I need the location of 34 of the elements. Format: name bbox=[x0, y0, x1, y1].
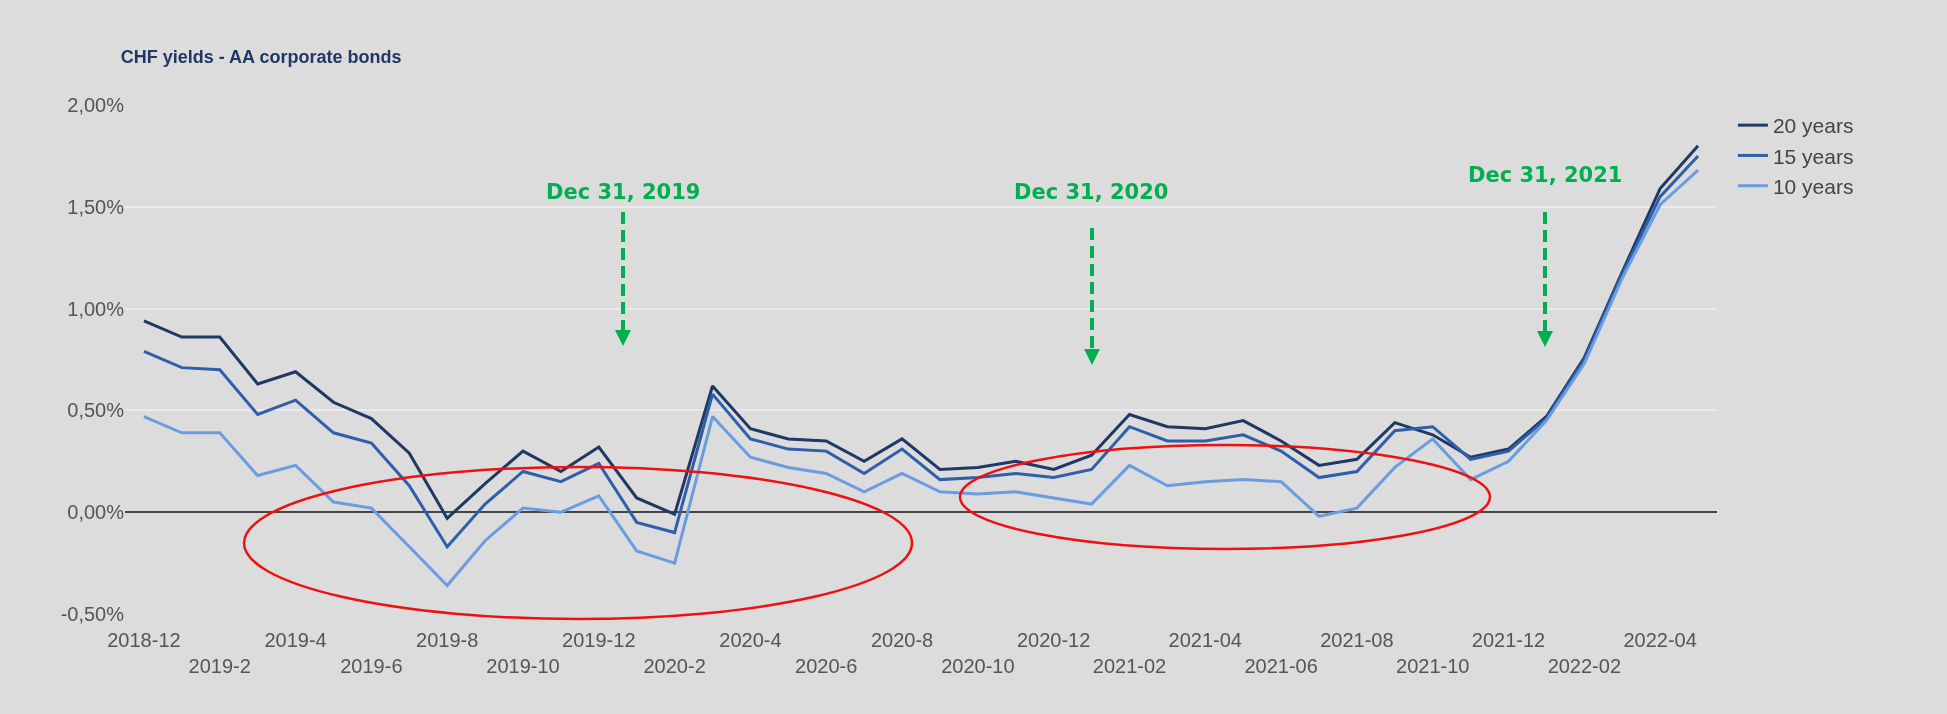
x-tick-label: 2022-02 bbox=[1547, 655, 1622, 677]
x-tick-label: 2021-06 bbox=[1244, 655, 1318, 677]
x-tick-label: 2021-04 bbox=[1168, 629, 1242, 651]
x-tick-label: 2020-2 bbox=[643, 655, 706, 677]
y-tick-label: 0,00% bbox=[67, 501, 125, 524]
x-tick-label: 2021-12 bbox=[1471, 629, 1546, 651]
y-tick-label: 0,50% bbox=[67, 399, 125, 422]
chart-title: CHF yields - AA corporate bonds bbox=[120, 46, 402, 67]
legend-label: 10 years bbox=[1772, 174, 1854, 198]
legend-label: 20 years bbox=[1772, 114, 1854, 138]
y-tick-label: -0,50% bbox=[60, 603, 125, 625]
x-tick-label: 2020-8 bbox=[870, 629, 934, 651]
x-tick-label: 2019-2 bbox=[188, 655, 251, 677]
x-tick-label: 2018-12 bbox=[107, 629, 181, 651]
x-tick-label: 2020-12 bbox=[1016, 629, 1091, 651]
annotation: Dec 31, 2019 bbox=[546, 180, 701, 204]
annotation: Dec 31, 2021 bbox=[1468, 163, 1623, 187]
y-tick-label: 1,00% bbox=[67, 297, 125, 320]
x-tick-label: 2019-10 bbox=[486, 655, 560, 677]
x-tick-label: 2022-04 bbox=[1623, 629, 1697, 651]
x-tick-label: 2020-4 bbox=[719, 629, 782, 651]
legend-label: 15 years bbox=[1772, 144, 1854, 168]
y-tick-label: 2,00% bbox=[67, 94, 125, 116]
x-tick-label: 2021-02 bbox=[1092, 655, 1167, 677]
annotation: Dec 31, 2020 bbox=[1014, 180, 1169, 204]
x-tick-label: 2020-6 bbox=[795, 655, 858, 677]
x-tick-label: 2020-10 bbox=[941, 655, 1015, 677]
x-tick-label: 2021-10 bbox=[1396, 655, 1470, 677]
y-tick-label: 1,50% bbox=[67, 195, 125, 218]
x-tick-label: 2021-08 bbox=[1320, 629, 1394, 651]
x-tick-label: 2019-8 bbox=[416, 629, 479, 651]
x-tick-label: 2019-12 bbox=[562, 629, 636, 651]
x-tick-label: 2019-6 bbox=[340, 655, 403, 677]
x-tick-label: 2019-4 bbox=[264, 629, 327, 651]
